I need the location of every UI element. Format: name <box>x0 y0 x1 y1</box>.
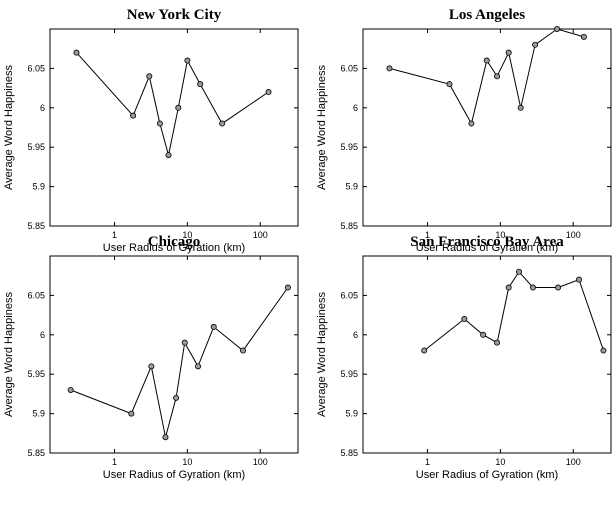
data-point <box>580 33 587 40</box>
x-tick-label: 100 <box>566 230 581 240</box>
y-tick-label: 5.9 <box>345 182 358 192</box>
y-tick-label: 5.95 <box>27 142 45 152</box>
data-point <box>146 73 153 80</box>
x-tick-label: 1 <box>425 457 430 467</box>
data-point <box>555 284 562 291</box>
data-point <box>554 25 561 32</box>
data-point <box>461 316 468 323</box>
y-tick-label: 5.85 <box>340 448 358 458</box>
chart-title: San Francisco Bay Area <box>410 234 564 250</box>
data-point <box>219 120 226 127</box>
data-point <box>480 331 487 338</box>
x-tick-label: 1 <box>112 230 117 240</box>
y-axis-label: Average Word Happiness <box>3 292 15 417</box>
data-point <box>483 57 490 64</box>
data-point <box>265 89 272 96</box>
panel-new-york-city: New York City 5.85 5.9 5.95 6 6.05 1 10 100 User … <box>3 7 299 254</box>
x-axis-label: User Radius of Gyration (km) <box>103 242 245 254</box>
data-point <box>468 120 475 127</box>
x-tick-label: 10 <box>182 457 192 467</box>
data-point <box>156 120 163 127</box>
y-axis-label: Average Word Happiness <box>3 65 15 190</box>
panel-los-angeles: Los Angeles 5.85 5.9 5.95 6 6.05 1 10 100 User Ra… <box>316 7 612 254</box>
x-axis-label: User Radius of Gyration (km) <box>103 469 245 481</box>
data-point <box>284 284 291 291</box>
x-tick-label: 100 <box>253 230 268 240</box>
y-tick-label: 5.9 <box>32 409 45 419</box>
data-point <box>600 347 607 354</box>
data-point <box>165 152 172 159</box>
data-point <box>494 339 501 346</box>
data-point <box>515 268 522 275</box>
x-axis-label: User Radius of Gyration (km) <box>416 242 558 254</box>
y-tick-label: 5.85 <box>340 221 358 231</box>
x-tick-label: 10 <box>182 230 192 240</box>
y-tick-label: 5.95 <box>27 369 45 379</box>
x-tick-label: 10 <box>495 230 505 240</box>
y-tick-label: 5.85 <box>27 448 45 458</box>
data-point <box>195 363 202 370</box>
panel-chicago: Chicago 5.85 5.9 5.95 6 6.05 1 10 100 User Radius… <box>3 234 299 481</box>
y-tick-label: 5.95 <box>340 142 358 152</box>
x-tick-label: 1 <box>112 457 117 467</box>
y-tick-label: 6 <box>40 330 45 340</box>
data-point <box>175 104 182 111</box>
data-point <box>184 57 191 64</box>
y-axis-label: Average Word Happiness <box>316 65 328 190</box>
chart-title: Los Angeles <box>449 7 525 23</box>
y-tick-label: 6 <box>353 330 358 340</box>
x-tick-label: 1 <box>425 230 430 240</box>
data-point <box>517 104 524 111</box>
data-point <box>421 347 428 354</box>
data-point <box>505 49 512 56</box>
y-tick-label: 5.85 <box>27 221 45 231</box>
y-tick-label: 6.05 <box>340 63 358 73</box>
data-point <box>386 65 393 72</box>
data-point <box>575 276 582 283</box>
y-tick-label: 6.05 <box>27 63 45 73</box>
chart-title: New York City <box>127 7 222 23</box>
data-point <box>197 81 204 88</box>
series-line <box>70 287 289 438</box>
data-point <box>128 410 135 417</box>
data-point <box>446 81 453 88</box>
data-point <box>210 323 217 330</box>
x-tick-label: 10 <box>495 457 505 467</box>
data-point <box>173 394 180 401</box>
x-axis-label: User Radius of Gyration (km) <box>416 469 558 481</box>
x-tick-label: 100 <box>253 457 268 467</box>
chart-title: Chicago <box>148 234 201 250</box>
plot-frame <box>362 28 612 227</box>
data-point <box>181 339 188 346</box>
y-tick-label: 6.05 <box>340 290 358 300</box>
y-tick-label: 5.9 <box>32 182 45 192</box>
data-point <box>494 73 501 80</box>
y-axis-label: Average Word Happiness <box>316 292 328 417</box>
y-tick-label: 5.95 <box>340 369 358 379</box>
y-tick-label: 6 <box>40 103 45 113</box>
plot-frame <box>49 28 299 227</box>
plot-frame <box>362 255 612 454</box>
y-tick-label: 5.9 <box>345 409 358 419</box>
series-line <box>76 52 269 156</box>
data-point <box>148 363 155 370</box>
y-tick-label: 6.05 <box>27 290 45 300</box>
panel-san-francisco-bay-area: San Francisco Bay Area 5.85 5.9 5.95 6 6.05 1 1… <box>316 234 612 481</box>
plot-frame <box>49 255 299 454</box>
data-point <box>162 434 169 441</box>
series-line <box>389 28 585 125</box>
data-point <box>130 112 137 119</box>
data-point <box>67 386 74 393</box>
x-tick-label: 100 <box>566 457 581 467</box>
data-point <box>505 284 512 291</box>
y-tick-label: 6 <box>353 103 358 113</box>
data-point <box>73 49 80 56</box>
series-line <box>423 270 604 351</box>
data-point <box>532 41 539 48</box>
data-point <box>529 284 536 291</box>
data-point <box>239 347 246 354</box>
